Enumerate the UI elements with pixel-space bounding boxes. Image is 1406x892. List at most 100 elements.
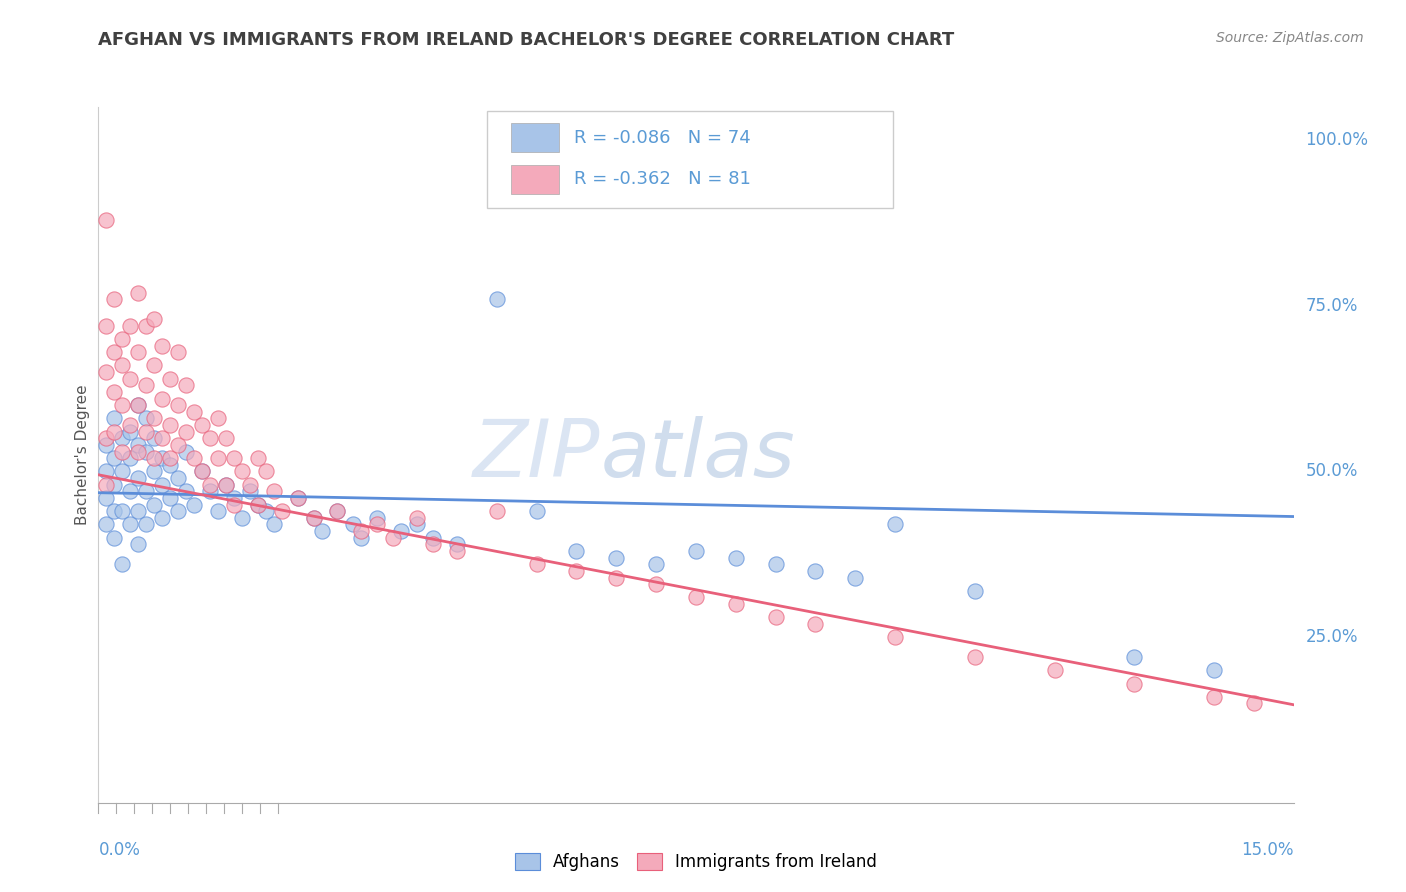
Point [605, 550, 627, 565]
Point [366, 511, 388, 525]
Point [446, 537, 468, 551]
Point [174, 444, 197, 458]
Point [127, 285, 149, 300]
Point [120, 484, 142, 499]
Point [159, 372, 181, 386]
Point [143, 431, 166, 445]
Point [159, 491, 181, 505]
Point [96, 491, 118, 505]
Point [804, 564, 827, 578]
Point [96, 318, 118, 333]
Point [159, 458, 181, 472]
Point [239, 477, 262, 491]
Point [111, 558, 134, 572]
Point [150, 511, 173, 525]
Point [963, 650, 986, 665]
Point [724, 550, 747, 565]
Text: 100.0%: 100.0% [1305, 131, 1368, 149]
Point [120, 517, 142, 532]
Point [103, 451, 125, 466]
Point [159, 451, 181, 466]
Text: Source: ZipAtlas.com: Source: ZipAtlas.com [1216, 31, 1364, 45]
Point [263, 517, 285, 532]
Point [254, 465, 277, 479]
Y-axis label: Bachelor's Degree: Bachelor's Degree [75, 384, 90, 525]
Point [127, 398, 149, 412]
Point [685, 591, 707, 605]
Point [96, 212, 118, 227]
Point [207, 504, 229, 518]
Point [127, 504, 149, 518]
Point [127, 438, 149, 452]
Point [485, 292, 508, 306]
Point [96, 431, 118, 445]
Point [215, 431, 238, 445]
Point [174, 378, 197, 392]
Text: 0.0%: 0.0% [98, 841, 141, 859]
Point [103, 292, 125, 306]
Point [127, 444, 149, 458]
Text: R = -0.362   N = 81: R = -0.362 N = 81 [574, 170, 751, 188]
Point [342, 517, 364, 532]
Point [1123, 650, 1146, 665]
Point [143, 312, 166, 326]
Point [111, 359, 134, 373]
Point [191, 465, 214, 479]
Point [222, 498, 245, 512]
Point [167, 345, 190, 359]
Point [167, 471, 190, 485]
Point [191, 418, 214, 433]
Point [246, 451, 269, 466]
Point [565, 564, 588, 578]
FancyBboxPatch shape [486, 111, 893, 208]
Point [143, 359, 166, 373]
Point [96, 477, 118, 491]
Point [382, 531, 405, 545]
Point [287, 491, 309, 505]
Point [605, 570, 627, 584]
Point [96, 438, 118, 452]
Point [111, 465, 134, 479]
Point [526, 504, 548, 518]
Text: 25.0%: 25.0% [1305, 628, 1358, 646]
Point [1043, 663, 1066, 677]
Point [844, 570, 866, 584]
Point [174, 425, 197, 439]
Point [389, 524, 412, 538]
Point [254, 504, 277, 518]
Point [111, 398, 134, 412]
Point [246, 498, 269, 512]
Point [96, 365, 118, 379]
Point [422, 531, 444, 545]
Point [526, 558, 548, 572]
Point [1243, 697, 1265, 711]
Point [135, 484, 157, 499]
Point [150, 392, 173, 406]
Point [183, 451, 205, 466]
Point [120, 451, 142, 466]
Point [198, 484, 221, 499]
Point [231, 511, 253, 525]
Point [159, 418, 181, 433]
Point [183, 405, 205, 419]
Point [963, 583, 986, 598]
Point [167, 504, 190, 518]
Point [135, 444, 157, 458]
Point [120, 418, 142, 433]
Point [103, 531, 125, 545]
Point [1202, 690, 1225, 704]
Point [120, 425, 142, 439]
Point [103, 384, 125, 399]
Point [565, 544, 588, 558]
Point [406, 511, 429, 525]
Point [111, 444, 134, 458]
Point [103, 504, 125, 518]
Point [222, 491, 245, 505]
Point [302, 511, 325, 525]
Point [135, 411, 157, 425]
Point [120, 318, 142, 333]
Point [198, 477, 221, 491]
Point [246, 498, 269, 512]
Text: 50.0%: 50.0% [1305, 462, 1358, 481]
Point [127, 345, 149, 359]
